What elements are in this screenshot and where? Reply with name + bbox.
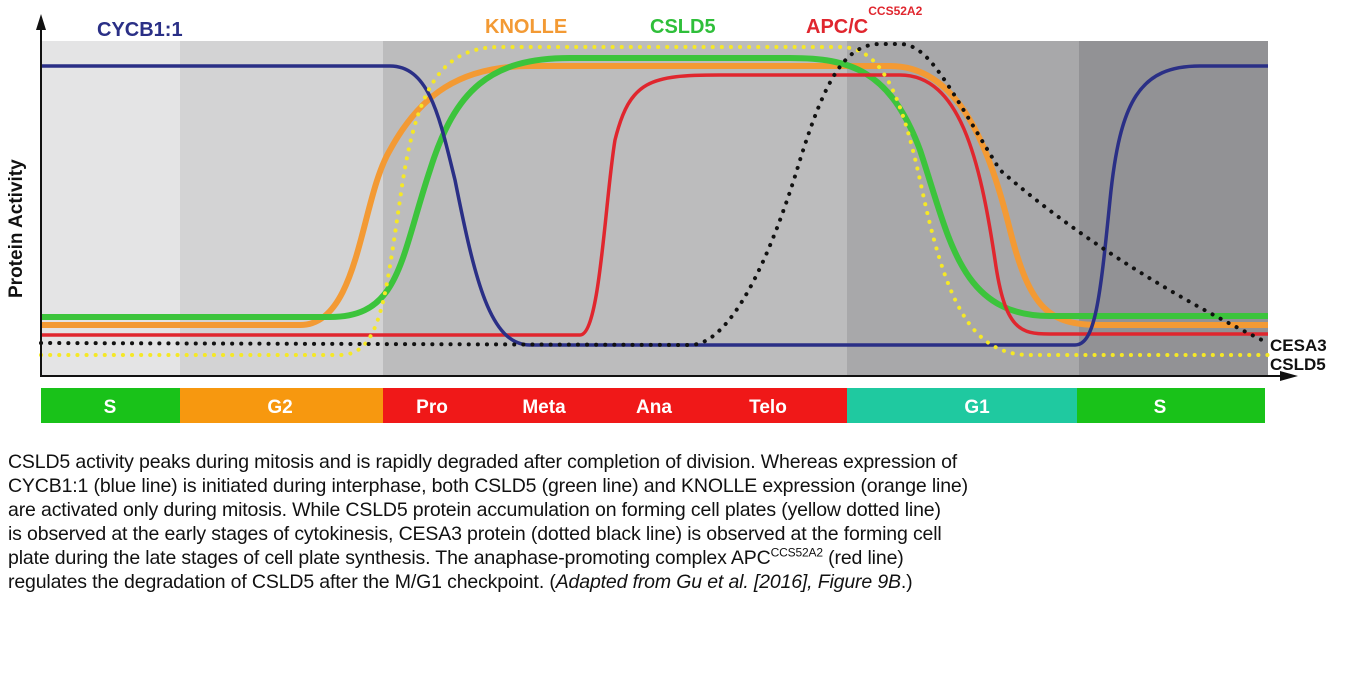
phase-label-g1: G1 — [964, 397, 990, 418]
y-axis-arrow-icon — [36, 14, 46, 30]
caption-line: regulates the degradation of CSLD5 after… — [8, 570, 1358, 594]
phase-label-g2: G2 — [267, 397, 292, 418]
caption-text: (red line) — [822, 547, 904, 569]
label-cycb1: CYCB1:1 — [97, 19, 183, 41]
caption-line: CYCB1:1 (blue line) is initiated during … — [8, 475, 968, 497]
caption-line: is observed at the early stages of cytok… — [8, 523, 942, 545]
caption-text: regulates the degradation of CSLD5 after… — [8, 571, 556, 593]
caption-line: CSLD5 activity peaks during mitosis and … — [8, 451, 958, 473]
caption-superscript: CCS52A2 — [770, 545, 823, 560]
phase-g2 — [180, 388, 383, 423]
figure-caption: CSLD5 activity peaks during mitosis and … — [8, 450, 1358, 594]
curve-cesa3 — [39, 42, 1270, 348]
phase-label-meta: Meta — [522, 397, 566, 418]
label-knolle: KNOLLE — [485, 16, 567, 38]
curve-csld5 — [41, 55, 1268, 320]
phase-label-s2: S — [1154, 397, 1167, 418]
phase-label-telo: Telo — [749, 397, 787, 418]
caption-line: plate during the late stages of cell pla… — [8, 546, 1358, 570]
phase-mitosis — [383, 388, 847, 423]
bg-mitosis — [383, 41, 847, 375]
caption-text: .) — [900, 571, 913, 593]
curve-knolle — [41, 63, 1268, 328]
phase-s2 — [1077, 388, 1265, 423]
x-axis-arrow-icon — [1280, 371, 1298, 381]
label-csld5-right: CSLD5 — [1270, 355, 1326, 374]
label-cesa3-right: CESA3 — [1270, 336, 1327, 355]
curve-csld5-cell-plate — [39, 45, 1270, 357]
curve-apcc — [41, 73, 1268, 337]
y-axis-label: Protein Activity — [6, 159, 27, 298]
bg-g1 — [847, 41, 1079, 375]
phase-label-s: S — [104, 397, 117, 418]
label-csld5: CSLD5 — [650, 16, 716, 38]
caption-citation: Adapted from Gu et al. [2016], Figure 9B — [555, 571, 901, 593]
phase-label-pro: Pro — [416, 397, 448, 418]
caption-text: plate during the late stages of cell pla… — [8, 547, 771, 569]
caption-line: are activated only during mitosis. While… — [8, 499, 941, 521]
phase-label-ana: Ana — [636, 397, 672, 418]
curve-cycb1 — [41, 64, 1268, 347]
phase-s — [41, 388, 180, 423]
phase-g1 — [847, 388, 1077, 423]
phase-bar: S G2 Pro Meta Ana Telo G1 S — [41, 388, 1265, 423]
label-apcc: APC/CCCS52A2 — [806, 4, 923, 38]
cell-cycle-diagram: Protein Activity CYCB1:1 KNOLLE CSLD5 AP… — [6, 4, 1327, 423]
